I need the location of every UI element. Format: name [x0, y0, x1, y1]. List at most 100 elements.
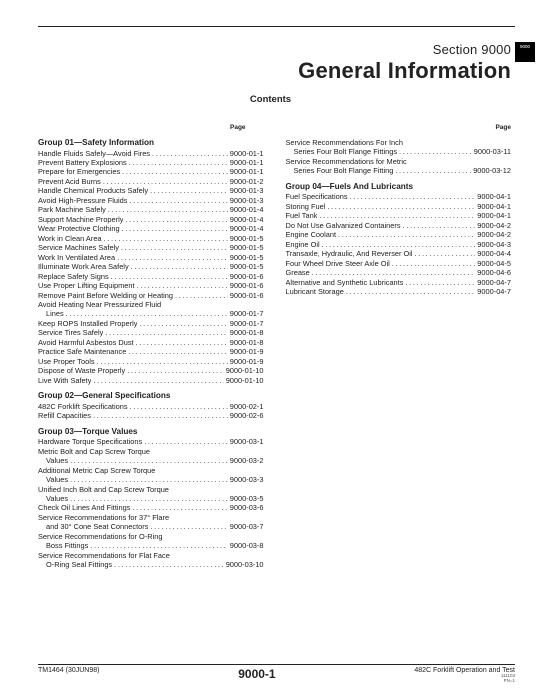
toc-entry: Fuel Tank9000-04-1	[286, 211, 512, 220]
toc-entry-page: 9000-03-6	[228, 503, 264, 512]
toc-entry: Work In Ventilated Area 9000-01-5	[38, 253, 264, 262]
toc-entry-label: Engine Coolant	[286, 230, 337, 239]
toc-entry-label: Four Wheel Drive Steer Axle Oil	[286, 259, 390, 268]
toc-dots	[320, 240, 476, 249]
toc-entry: Grease9000-04-6	[286, 268, 512, 277]
toc-entry: Additional Metric Cap Screw Torque	[38, 466, 264, 475]
toc-dots	[126, 347, 227, 356]
toc-dots	[130, 503, 227, 512]
toc-entry-page: 9000-03-11	[472, 147, 511, 156]
toc-entry: Unified Inch Bolt and Cap Screw Torque	[38, 485, 264, 494]
toc-entry-label: Work In Ventilated Area	[38, 253, 115, 262]
toc-entry: Refill Capacities9000-02-6	[38, 411, 264, 420]
toc-dots	[390, 259, 475, 268]
toc-entry-page: 9000-01-1	[228, 167, 264, 176]
toc-entry-label: Support Machine Properly	[38, 215, 123, 224]
toc-entry-page: 9000-01-6	[228, 291, 264, 300]
toc-entry: Practice Safe Maintenance9000-01-9	[38, 347, 264, 356]
toc-dots	[134, 338, 228, 347]
toc-entry: Service Recommendations for Flat Face	[38, 551, 264, 560]
toc-entry-label: Series Four Bolt Flange Fittings	[286, 147, 398, 156]
toc-dots	[135, 281, 228, 290]
toc-entry-label: Use Proper Tools	[38, 357, 95, 366]
footer-rule	[38, 664, 515, 665]
toc-entry: Four Wheel Drive Steer Axle Oil 9000-04-5	[286, 259, 512, 268]
toc-dots	[348, 192, 476, 201]
toc-entry-page: 9000-04-1	[475, 202, 511, 211]
toc-entry-label: Service Recommendations for Flat Face	[38, 551, 170, 560]
toc-entry: Service Recommendations for O-Ring	[38, 532, 264, 541]
toc-entry: Lubricant Storage 9000-04-7	[286, 287, 512, 296]
toc-entry-page: 9000-04-2	[475, 230, 511, 239]
toc-entry-label: Lines	[38, 309, 64, 318]
toc-dots	[148, 522, 227, 531]
toc-entry-label: Live With Safety	[38, 376, 91, 385]
toc-entry-page: 9000-01-6	[228, 272, 264, 281]
toc-entry-page: 9000-01-6	[228, 281, 264, 290]
toc-entry-page: 9000-02-6	[228, 411, 264, 420]
toc-entry-page: 9000-04-5	[475, 259, 511, 268]
toc-entry: Boss Fittings9000-03-8	[38, 541, 264, 550]
group-title: Group 02—General Specifications	[38, 391, 264, 400]
toc-entry-label: Engine Oil	[286, 240, 320, 249]
toc-entry-page: 9000-01-1	[228, 158, 264, 167]
toc-entry-label: Prevent Acid Burns	[38, 177, 101, 186]
toc-entry: Use Proper Lifting Equipment9000-01-6	[38, 281, 264, 290]
toc-entry-label: Lubricant Storage	[286, 287, 344, 296]
toc-entry-page: 9000-04-7	[475, 287, 511, 296]
page-header: Section 9000 General Information	[38, 42, 511, 84]
top-rule	[38, 26, 515, 27]
toc-entry-page: 9000-01-3	[228, 196, 264, 205]
toc-entry-label: Prepare for Emergencies	[38, 167, 120, 176]
toc-entry: Do Not Use Galvanized Containers9000-04-…	[286, 221, 512, 230]
toc-entry-page: 9000-01-8	[228, 338, 264, 347]
toc-dots	[88, 541, 227, 550]
toc-entry-page: 9000-04-4	[475, 249, 511, 258]
toc-entry-label: Additional Metric Cap Screw Torque	[38, 466, 155, 475]
toc-dots	[148, 186, 228, 195]
toc-entry-page: 9000-01-10	[224, 366, 264, 375]
toc-dots	[68, 475, 228, 484]
toc-entry-page: 9000-04-7	[475, 278, 511, 287]
toc-dots	[91, 411, 228, 420]
footer-left: TM1464 (30JUN98)	[38, 667, 99, 674]
toc-entry: and 30° Cone Seat Connectors9000-03-7	[38, 522, 264, 531]
toc-entry-label: Service Tires Safely	[38, 328, 103, 337]
toc-entry: Check Oil Lines And Fittings 9000-03-6	[38, 503, 264, 512]
toc-entry-label: Check Oil Lines And Fittings	[38, 503, 130, 512]
toc-entry-label: Handle Fluids Safely—Avoid Fires	[38, 149, 150, 158]
toc-entry-page: 9000-03-2	[228, 456, 264, 465]
toc-dots	[127, 196, 227, 205]
toc-entry: Dispose of Waste Properly 9000-01-10	[38, 366, 264, 375]
page-col-header-right: Page	[495, 124, 511, 131]
toc-entry: Live With Safety9000-01-10	[38, 376, 264, 385]
toc-entry: Prevent Battery Explosions9000-01-1	[38, 158, 264, 167]
toc-dots	[317, 211, 475, 220]
toc-entry-label: Grease	[286, 268, 310, 277]
toc-entry-label: Metric Bolt and Cap Screw Torque	[38, 447, 150, 456]
toc-entry-label: Transaxle, Hydraulic, And Reverser Oil	[286, 249, 413, 258]
toc-entry-label: Replace Safety Signs	[38, 272, 109, 281]
footer-right-title: 482C Forklift Operation and Test	[414, 667, 515, 674]
toc-entry: Prevent Acid Burns9000-01-2	[38, 177, 264, 186]
toc-dots	[401, 221, 476, 230]
contents-columns: Group 01—Safety InformationHandle Fluids…	[38, 138, 511, 570]
toc-entry: Metric Bolt and Cap Screw Torque	[38, 447, 264, 456]
toc-dots	[112, 560, 224, 569]
toc-entry: Handle Chemical Products Safely9000-01-3	[38, 186, 264, 195]
toc-dots	[95, 357, 228, 366]
toc-entry-label: Dispose of Waste Properly	[38, 366, 125, 375]
toc-entry-page: 9000-01-5	[228, 253, 264, 262]
toc-dots	[68, 494, 228, 503]
toc-entry-label: Avoid Heating Near Pressurized Fluid	[38, 300, 161, 309]
footer-right: 482C Forklift Operation and Test 111103 …	[414, 667, 515, 684]
group-title: Group 04—Fuels And Lubricants	[286, 182, 512, 191]
toc-dots	[91, 376, 223, 385]
toc-entry-label: Keep ROPS Installed Properly	[38, 319, 137, 328]
toc-entry-page: 9000-01-5	[228, 234, 264, 243]
toc-dots	[403, 278, 475, 287]
toc-dots	[344, 287, 475, 296]
toc-entry-label: Do Not Use Galvanized Containers	[286, 221, 401, 230]
toc-dots	[68, 456, 228, 465]
toc-entry-label: Unified Inch Bolt and Cap Screw Torque	[38, 485, 169, 494]
